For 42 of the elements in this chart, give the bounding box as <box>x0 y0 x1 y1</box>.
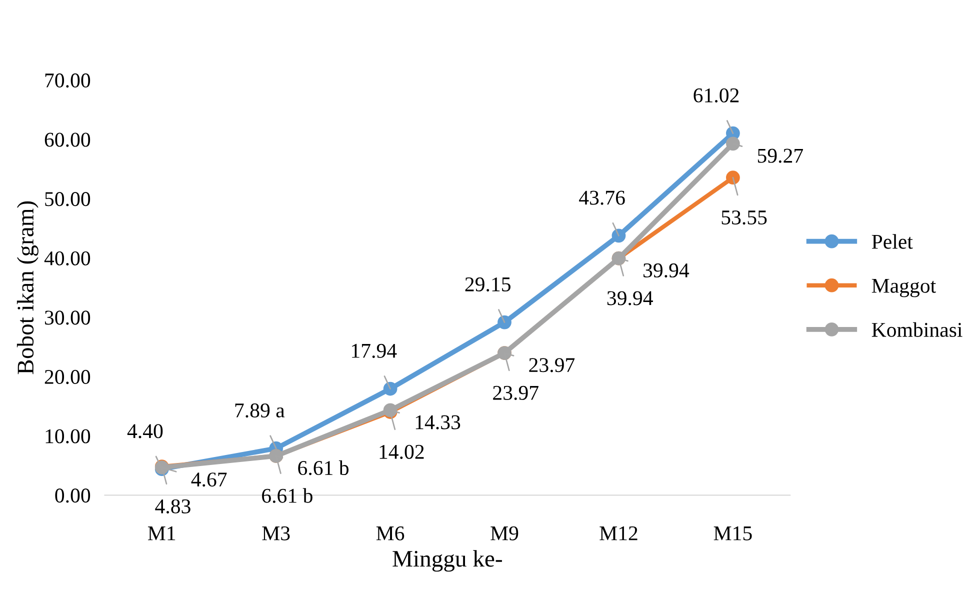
x-tick-label: M1 <box>148 526 176 540</box>
y-tick-label: 60.00 <box>44 132 90 147</box>
legend-label: Kombinasi <box>872 322 962 337</box>
data-label: 39.94 <box>644 263 690 278</box>
x-tick-label: M9 <box>490 526 518 540</box>
point <box>726 136 740 151</box>
data-label: 4.83 <box>155 499 190 514</box>
data-label: 53.55 <box>722 210 767 225</box>
data-label: 14.33 <box>416 415 460 430</box>
data-label: 43.76 <box>579 190 625 205</box>
point <box>498 315 512 330</box>
point <box>383 382 398 396</box>
x-tick-label: M3 <box>262 526 290 540</box>
x-tick-label: M12 <box>600 526 638 540</box>
data-label: 6.61 b <box>298 460 349 476</box>
data-label: 4.40 <box>127 424 163 438</box>
data-label: 4.67 <box>191 472 227 487</box>
data-label: 14.02 <box>380 444 424 459</box>
data-label: 39.94 <box>607 291 653 306</box>
data-label: 61.02 <box>694 88 739 102</box>
data-label: 17.94 <box>352 344 397 358</box>
data-label: 23.97 <box>493 386 538 400</box>
y-tick-label: 40.00 <box>44 251 90 266</box>
y-axis-title: Bobot ikan (gram) <box>16 201 38 374</box>
data-label: 7.89 a <box>235 403 285 418</box>
data-label: 29.15 <box>465 277 510 292</box>
y-tick-label: 0.00 <box>55 488 90 503</box>
x-tick-label: M15 <box>714 526 752 540</box>
x-tick-label: M6 <box>376 526 404 540</box>
legend-label: Pelet <box>872 234 913 249</box>
y-tick-label: 70.00 <box>45 73 90 88</box>
y-tick-label: 10.00 <box>46 429 90 444</box>
point <box>612 228 626 243</box>
point <box>726 170 740 185</box>
data-label: 59.27 <box>758 148 804 163</box>
x-axis-title: Minggu ke- <box>392 550 502 572</box>
y-tick-label: 50.00 <box>45 192 90 206</box>
data-label: 6.61 b <box>262 488 312 503</box>
data-label: 23.97 <box>529 358 575 372</box>
y-tick-label: 30.00 <box>44 310 90 325</box>
legend-label: Maggot <box>872 279 936 298</box>
y-tick-label: 20.00 <box>44 370 90 384</box>
